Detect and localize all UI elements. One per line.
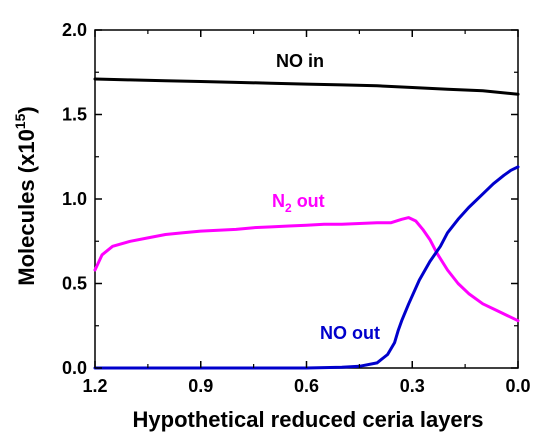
y-tick-label: 1.5 [62,105,87,125]
annotation-no-in: NO in [276,51,324,71]
axes-layer: 1.2 0.9 0.6 0.3 0.0 0.0 0.5 1.0 1.5 2.0 [62,20,531,396]
x-tick-label: 0.6 [294,376,319,396]
x-axis-title: Hypothetical reduced ceria layers [133,407,484,432]
y-tick-label: 1.0 [62,189,87,209]
y-axis-title-exponent: 15 [12,113,28,129]
series-line-no-in [93,77,520,96]
annotation-n2-out-rest: out [292,191,325,211]
y-axis-title-close: ) [14,106,39,113]
plot-area [94,29,519,369]
y-tick-label: 0.5 [62,274,87,294]
annotation-n2-out-sub: 2 [285,201,292,215]
plot-frame [94,29,519,369]
x-tick-label: 0.3 [400,376,425,396]
series-line-no-out [93,165,520,370]
y-axis-title: Molecules (x1015) [12,106,39,285]
y-axis-title-main: Molecules (x10 [14,129,39,286]
series-layer [93,77,520,370]
annotation-n2-out-main: N [272,191,285,211]
x-tick-label: 0.0 [505,376,530,396]
y-tick-label: 0.0 [62,358,87,378]
series-line-n2-out [93,216,520,323]
x-tick-label: 1.2 [82,376,107,396]
x-tick-label: 0.9 [188,376,213,396]
annotation-no-out: NO out [320,323,380,343]
y-tick-label: 2.0 [62,20,87,40]
annotation-n2-out: N2 out [272,191,325,215]
